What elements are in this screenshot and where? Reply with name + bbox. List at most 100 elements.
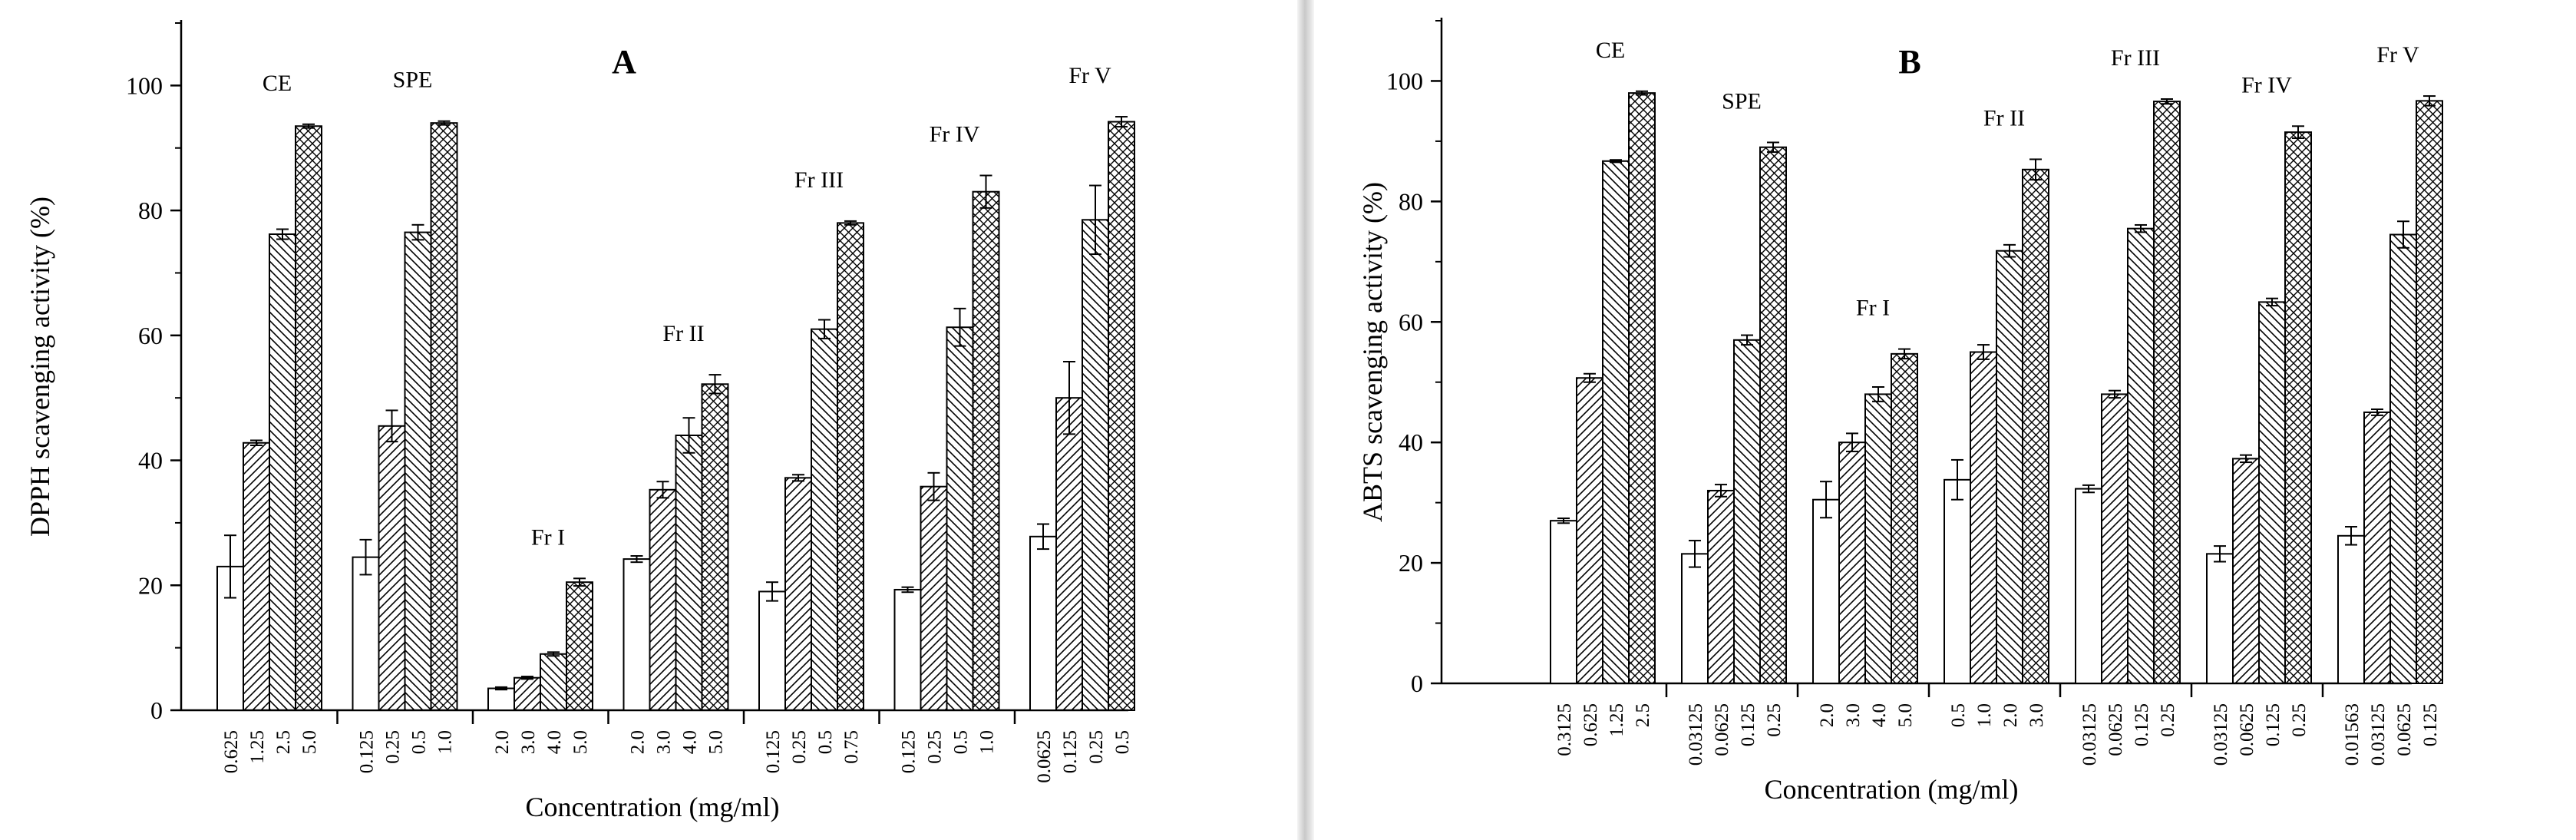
x-tick-label: 0.03125 — [2368, 703, 2389, 766]
bar — [701, 383, 729, 711]
x-tick-label: 4.0 — [544, 730, 565, 754]
panel-b: 0 20 40 60 80 100 ABTS scavenging activity (%)… — [1314, 0, 2576, 840]
bar — [1891, 352, 1918, 684]
x-tick-label: 0.625 — [1580, 703, 1601, 746]
group-label: Fr III — [794, 167, 844, 193]
bar — [2101, 393, 2129, 684]
x-tick-label: 0.5 — [1112, 730, 1133, 754]
y-tick-label: 80 — [1399, 187, 1423, 215]
bar — [2232, 458, 2260, 685]
bar — [2075, 488, 2102, 684]
group-label: Fr IV — [2241, 72, 2292, 98]
x-tick-label: 0.25 — [1764, 703, 1785, 737]
y-tick-label: 100 — [126, 71, 163, 99]
x-tick-label: 3.0 — [1843, 703, 1864, 727]
group-label: Fr IV — [930, 122, 980, 147]
x-tick-label: 2.0 — [628, 730, 649, 754]
x-tick-label: 0.25 — [1086, 730, 1107, 764]
bar — [1970, 351, 1997, 684]
bar — [1108, 121, 1135, 711]
bar — [2153, 101, 2181, 684]
bar — [972, 190, 1000, 711]
x-tick-label: 5.0 — [706, 730, 727, 754]
x-tick-label: 0.0625 — [2105, 703, 2126, 756]
bar — [893, 588, 922, 712]
x-tick-label: 1.0 — [1974, 703, 1995, 727]
x-tick-label: 0.0625 — [2237, 703, 2257, 756]
x-tick-label: 4.0 — [680, 730, 701, 754]
bar — [295, 125, 322, 711]
x-tick-label: 0.5 — [1948, 703, 1969, 727]
bar — [920, 485, 948, 712]
bar — [2363, 411, 2391, 684]
x-tick-label: 0.125 — [1060, 730, 1081, 773]
group-label: Fr V — [2376, 42, 2419, 68]
x-tick-label: 0.125 — [899, 730, 920, 773]
x-tick-label: 0.01563 — [2342, 703, 2363, 766]
x-tick-label: 0.5 — [951, 730, 972, 754]
x-tick-label: 1.0 — [435, 730, 456, 754]
x-tick-label: 0.25 — [2158, 703, 2178, 737]
x-tick-label: 0.03125 — [1686, 703, 1706, 766]
bar — [2389, 233, 2417, 685]
x-tick-label: 0.03125 — [2079, 703, 2100, 766]
panel-letter: B — [1898, 43, 1920, 81]
x-tick-label: 0.125 — [2263, 703, 2284, 746]
bar — [2258, 301, 2286, 684]
x-tick-label: 1.0 — [977, 730, 998, 754]
bar — [1996, 250, 2023, 684]
group-label: CE — [1596, 38, 1625, 63]
x-tick-label: 0.125 — [763, 730, 784, 773]
bar — [1628, 92, 1656, 685]
x-tick-label: 2.0 — [2000, 703, 2021, 727]
x-tick-label: 0.3125 — [1554, 703, 1575, 756]
bar — [243, 441, 270, 711]
x-tick-label: 3.0 — [654, 730, 675, 754]
bar — [649, 488, 677, 711]
bar — [1864, 393, 1892, 684]
bar — [1082, 219, 1109, 711]
x-tick-label: 0.5 — [815, 730, 836, 754]
bar — [1733, 339, 1761, 684]
dpph-chart: 0 20 40 60 80 100 DPPH scavenging activity (%)… — [25, 20, 1135, 822]
y-tick-label: 60 — [1399, 308, 1423, 336]
y-tick-label: 20 — [1399, 549, 1423, 577]
x-tick-label: 0.125 — [1738, 703, 1759, 746]
x-tick-label: 0.75 — [841, 730, 862, 764]
bar — [811, 328, 838, 711]
x-tick-label: 0.25 — [383, 730, 404, 764]
x-tick-label: 4.0 — [1869, 703, 1890, 727]
bar — [1550, 520, 1577, 684]
bar — [2022, 168, 2049, 685]
bar — [837, 222, 864, 711]
bar — [1055, 397, 1083, 711]
y-tick-label: 0 — [150, 696, 163, 724]
x-tick-label: 0.5 — [409, 730, 430, 754]
y-tick-label: 100 — [1386, 67, 1423, 94]
y-tick-label: 40 — [1399, 428, 1423, 456]
group-label: Fr V — [1068, 63, 1111, 88]
bar — [946, 326, 974, 711]
y-axis-title: ABTS scavenging activity (%) — [1357, 182, 1388, 522]
bar — [378, 425, 406, 712]
panel-divider — [1297, 0, 1314, 840]
x-tick-label: 2.5 — [1633, 703, 1653, 727]
x-tick-label: 0.25 — [789, 730, 810, 764]
bar — [540, 653, 567, 711]
group-label: Fr III — [2111, 45, 2160, 71]
y-tick-label: 0 — [1411, 670, 1423, 697]
bar — [1759, 146, 1787, 685]
bar — [430, 122, 458, 711]
y-tick-label: 60 — [138, 322, 163, 349]
x-tick-label: 5.0 — [299, 730, 320, 754]
group-label: SPE — [393, 68, 433, 93]
x-tick-label: 0.125 — [357, 730, 378, 773]
x-tick-label: 1.25 — [247, 730, 268, 764]
y-tick-label: 40 — [138, 447, 163, 475]
bar — [1838, 441, 1866, 684]
group-label: CE — [263, 71, 292, 96]
x-tick-label: 2.0 — [492, 730, 513, 754]
x-axis-title: Concentration (mg/ml) — [526, 792, 780, 822]
group-label: Fr II — [1983, 105, 2025, 131]
x-tick-label: 0.625 — [221, 730, 242, 773]
